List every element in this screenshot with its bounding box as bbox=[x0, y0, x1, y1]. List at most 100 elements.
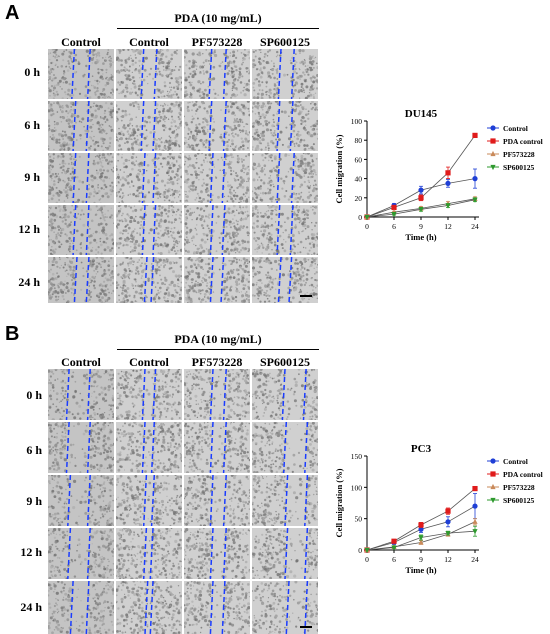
wound-micrograph bbox=[116, 205, 182, 255]
column-header: PF573228 bbox=[191, 35, 243, 49]
panel-letter: A bbox=[5, 2, 20, 24]
wound-micrograph bbox=[184, 422, 250, 473]
wound-micrograph bbox=[48, 369, 114, 420]
data-point bbox=[445, 519, 451, 525]
wound-micrograph bbox=[48, 581, 114, 634]
panel-letter: B bbox=[5, 323, 20, 345]
x-tick-label: 0 bbox=[365, 222, 369, 231]
wound-micrograph bbox=[48, 528, 114, 579]
data-point bbox=[472, 503, 478, 509]
legend-label: Control bbox=[503, 457, 528, 466]
y-tick-label: 60 bbox=[355, 155, 363, 164]
x-axis-label: Time (h) bbox=[405, 232, 436, 242]
x-tick-label: 9 bbox=[419, 222, 423, 231]
wound-micrograph bbox=[252, 205, 318, 255]
legend-label: SP600125 bbox=[503, 163, 535, 172]
wound-micrograph bbox=[184, 205, 250, 255]
column-header: PF573228 bbox=[191, 355, 243, 369]
data-point bbox=[472, 197, 478, 203]
row-header: 0 h bbox=[24, 65, 40, 79]
data-point bbox=[418, 195, 424, 201]
data-point bbox=[472, 485, 478, 492]
data-point bbox=[445, 170, 451, 176]
chart-title: PC3 bbox=[411, 443, 432, 455]
data-point bbox=[391, 545, 397, 551]
series-line bbox=[366, 135, 476, 218]
y-tick-label: 0 bbox=[358, 546, 362, 555]
wound-micrograph bbox=[252, 422, 318, 473]
column-header: Control bbox=[129, 35, 169, 49]
row-header: 6 h bbox=[24, 118, 40, 132]
group-label: PDA (10 mg/mL) bbox=[174, 11, 262, 25]
legend-label: SP600125 bbox=[503, 496, 535, 505]
legend-label: Control bbox=[503, 124, 528, 133]
wound-micrograph bbox=[252, 369, 318, 420]
wound-micrograph bbox=[48, 257, 114, 303]
wound-micrograph bbox=[252, 49, 318, 99]
data-point bbox=[445, 508, 451, 514]
data-point bbox=[391, 204, 397, 210]
legend-marker bbox=[490, 164, 496, 171]
wound-micrograph bbox=[184, 49, 250, 99]
y-tick-label: 100 bbox=[351, 117, 363, 126]
row-header: 24 h bbox=[20, 600, 42, 614]
data-point bbox=[391, 538, 397, 544]
migration-chart: DU145 0 20 40 60 80 100 0 6 9 12 24 Time (h) Cell mig… bbox=[320, 100, 550, 250]
chart-svg: DU145 0 20 40 60 80 100 0 6 9 12 24 Time (h) Cell mig… bbox=[334, 108, 543, 242]
scale-bar bbox=[300, 295, 312, 297]
wound-micrograph bbox=[252, 101, 318, 151]
wound-micrograph bbox=[252, 581, 318, 634]
legend-label: PDA control bbox=[503, 470, 543, 479]
chart-svg: PC3 0 50 100 150 0 6 9 12 24 Time (h) Cell migratio… bbox=[334, 443, 543, 575]
wound-micrograph bbox=[184, 369, 250, 420]
row-header: 12 h bbox=[18, 222, 40, 236]
column-header: Control bbox=[61, 35, 101, 49]
wound-micrograph bbox=[48, 153, 114, 203]
wound-micrograph bbox=[48, 422, 114, 473]
group-label: PDA (10 mg/mL) bbox=[174, 332, 262, 346]
y-tick-label: 100 bbox=[351, 483, 363, 492]
column-header: Control bbox=[129, 355, 169, 369]
wound-micrograph bbox=[48, 475, 114, 526]
row-header: 24 h bbox=[18, 275, 40, 289]
y-axis-label: Cell migration (%) bbox=[334, 134, 344, 203]
data-point bbox=[418, 207, 424, 213]
data-point bbox=[418, 187, 424, 193]
x-tick-label: 24 bbox=[471, 222, 479, 231]
data-point bbox=[418, 522, 424, 528]
row-header: 12 h bbox=[20, 545, 42, 559]
legend-marker bbox=[490, 150, 496, 157]
data-point bbox=[445, 530, 451, 537]
y-axis-label: Cell migration (%) bbox=[334, 468, 344, 537]
row-header: 0 h bbox=[26, 388, 42, 402]
data-point bbox=[418, 526, 424, 532]
wound-micrograph bbox=[116, 422, 182, 473]
legend-marker bbox=[490, 458, 496, 464]
y-tick-label: 50 bbox=[355, 515, 363, 524]
data-point bbox=[364, 214, 370, 221]
legend-marker bbox=[490, 138, 496, 144]
wound-micrograph bbox=[116, 581, 182, 634]
wound-micrograph bbox=[184, 528, 250, 579]
y-tick-label: 0 bbox=[358, 213, 362, 222]
column-header: SP600125 bbox=[259, 355, 310, 369]
data-point bbox=[472, 176, 478, 182]
data-point bbox=[364, 547, 370, 554]
x-tick-label: 6 bbox=[392, 222, 396, 231]
data-point bbox=[418, 535, 424, 541]
wound-micrograph bbox=[252, 528, 318, 579]
data-point bbox=[472, 132, 478, 138]
legend-marker bbox=[490, 125, 496, 131]
wound-micrograph bbox=[252, 475, 318, 526]
x-tick-label: 24 bbox=[471, 555, 479, 564]
wound-micrograph bbox=[116, 153, 182, 203]
y-tick-label: 40 bbox=[355, 175, 363, 184]
group-bracket bbox=[117, 28, 319, 29]
wound-micrograph bbox=[184, 153, 250, 203]
wound-micrograph bbox=[184, 581, 250, 634]
y-tick-label: 20 bbox=[355, 194, 363, 203]
x-tick-label: 9 bbox=[419, 555, 423, 564]
wound-micrograph bbox=[184, 101, 250, 151]
legend-label: PF573228 bbox=[503, 483, 535, 492]
row-header: 9 h bbox=[26, 494, 42, 508]
